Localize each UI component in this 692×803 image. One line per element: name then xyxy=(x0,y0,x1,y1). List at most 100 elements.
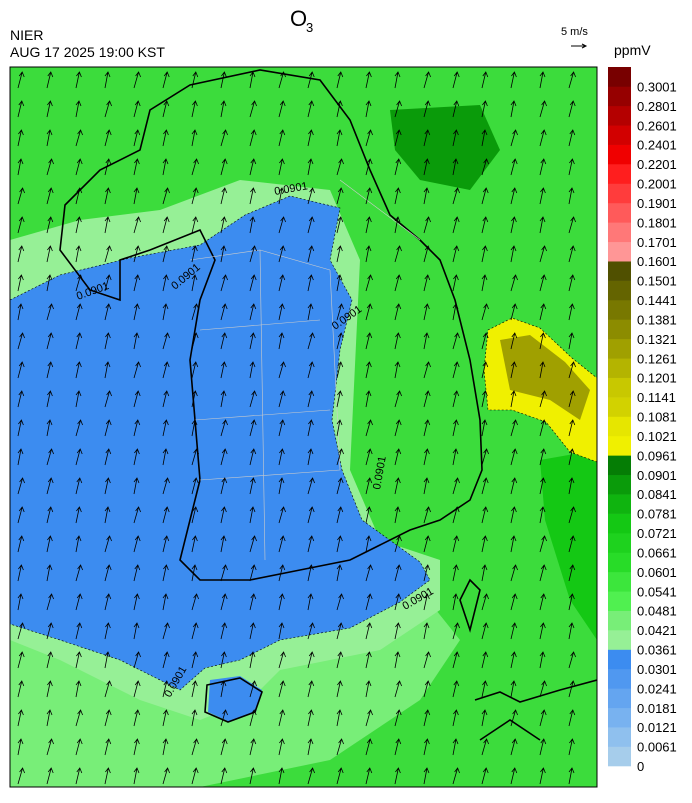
wind-arrow xyxy=(336,477,344,495)
wind-arrow xyxy=(278,216,286,234)
wind-arrow xyxy=(365,129,373,147)
wind-arrow xyxy=(336,158,344,176)
wind-arrow xyxy=(162,361,170,379)
wind-arrow xyxy=(423,535,431,553)
wind-arrow xyxy=(133,622,140,640)
wind-arrow xyxy=(394,506,401,524)
wind-arrow xyxy=(481,361,489,379)
wind-arrow xyxy=(394,680,402,698)
wind-arrow xyxy=(307,593,314,611)
wind-arrow xyxy=(365,361,372,379)
colorbar-label: 0.0901 xyxy=(637,468,677,483)
wind-arrow xyxy=(162,564,169,582)
wind-arrow xyxy=(17,651,25,669)
wind-arrow xyxy=(423,448,430,466)
wind-arrow xyxy=(191,158,199,176)
wind-arrow xyxy=(278,738,285,756)
wind-arrow xyxy=(394,100,402,118)
wind-arrow xyxy=(162,622,170,640)
wind-arrow xyxy=(481,506,489,524)
colorbar-label: 0.1901 xyxy=(637,196,677,211)
wind-arrow xyxy=(104,390,112,408)
wind-arrow xyxy=(220,593,228,611)
wind-arrow xyxy=(104,651,111,669)
wind-arrow xyxy=(307,216,315,234)
wind-arrow xyxy=(133,274,141,292)
wind-arrow xyxy=(365,332,373,350)
wind-arrow xyxy=(365,506,372,524)
wind-arrow xyxy=(365,593,373,611)
wind-arrow xyxy=(133,593,140,611)
wind-arrow xyxy=(46,274,53,292)
wind-arrow xyxy=(133,535,141,553)
wind-arrow xyxy=(394,535,402,553)
wind-arrow xyxy=(568,651,576,669)
wind-arrow xyxy=(307,390,315,408)
wind-arrow xyxy=(133,448,140,466)
wind-arrow xyxy=(17,564,24,582)
wind-arrow xyxy=(104,303,112,321)
colorbar-label: 0.0481 xyxy=(637,604,677,619)
olive-zone xyxy=(500,335,590,420)
wind-arrow xyxy=(307,303,314,321)
wind-arrow xyxy=(220,332,228,350)
wind-arrow xyxy=(17,390,25,408)
dark-green-patch xyxy=(390,105,500,190)
wind-arrow xyxy=(481,680,488,698)
wind-arrow xyxy=(162,129,169,147)
wind-arrow xyxy=(307,477,315,495)
wind-arrow xyxy=(278,332,285,350)
colorbar-label: 0.2601 xyxy=(637,118,677,133)
wind-arrow xyxy=(249,535,257,553)
wind-arrow xyxy=(220,767,228,785)
wind-arrow xyxy=(220,187,228,205)
wind-arrow xyxy=(336,361,344,379)
wind-arrow xyxy=(133,129,141,147)
wind-arrow xyxy=(278,709,286,727)
wind-arrow xyxy=(75,216,82,234)
colorbar-label: 0.1701 xyxy=(637,235,677,250)
colorbar-label: 0.1321 xyxy=(637,332,677,347)
wind-arrow xyxy=(133,651,141,669)
colorbar-label: 0.1081 xyxy=(637,410,677,425)
wind-arrow xyxy=(510,332,518,350)
wind-arrow xyxy=(17,361,25,379)
wind-arrow xyxy=(278,535,286,553)
colorbar-swatch xyxy=(608,280,631,301)
wind-arrow xyxy=(423,593,430,611)
wind-arrow xyxy=(539,738,547,756)
wind-arrow xyxy=(394,419,402,437)
wind-arrow xyxy=(510,100,517,118)
wind-arrow xyxy=(568,448,575,466)
wind-arrow xyxy=(481,390,488,408)
wind-arrow xyxy=(75,622,83,640)
wind-arrow xyxy=(539,477,546,495)
wind-arrow xyxy=(17,274,24,292)
wind-arrow xyxy=(510,187,518,205)
wind-arrow xyxy=(220,71,227,89)
wind-arrow xyxy=(191,361,199,379)
wind-arrow xyxy=(481,274,488,292)
wind-arrow xyxy=(336,303,344,321)
wind-arrow xyxy=(17,477,25,495)
wind-arrow xyxy=(510,651,517,669)
wind-arrow xyxy=(162,71,170,89)
wind-arrow xyxy=(452,535,460,553)
wind-arrow xyxy=(46,245,53,263)
colorbar-swatch xyxy=(608,688,631,709)
wind-arrow xyxy=(162,535,170,553)
colorbar-swatch xyxy=(608,67,631,87)
colorbar-swatch xyxy=(608,202,631,223)
wind-arrow xyxy=(191,332,199,350)
wind-arrow xyxy=(365,709,373,727)
wind-arrow xyxy=(568,216,576,234)
wind-arrow xyxy=(510,245,517,263)
wind-arrow xyxy=(46,303,54,321)
wind-arrow xyxy=(104,448,112,466)
wind-arrow xyxy=(191,274,198,292)
wind-arrow xyxy=(510,680,517,698)
wind-arrow xyxy=(249,129,257,147)
wind-arrow xyxy=(365,622,373,640)
wind-arrow xyxy=(568,245,576,263)
wind-arrow xyxy=(568,187,575,205)
